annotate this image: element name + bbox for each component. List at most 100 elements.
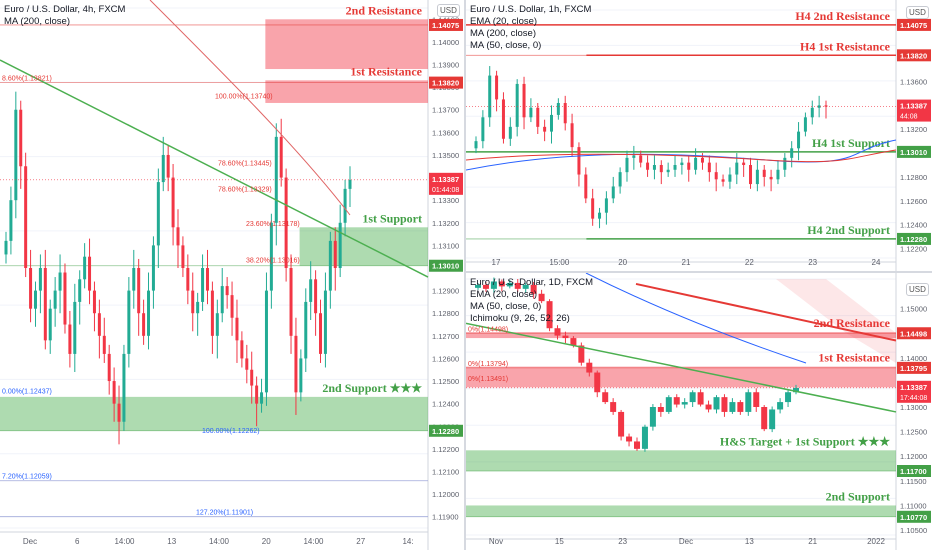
legend-4h: Euro / U.S. Dollar, 4h, FXCM MA (200, cl… bbox=[4, 4, 125, 28]
candle-body bbox=[737, 402, 744, 412]
x-tick-label: 22 bbox=[745, 258, 754, 267]
panel-divider-vertical[interactable] bbox=[464, 0, 466, 550]
fib-label: 127.20%(1.11901) bbox=[196, 509, 253, 516]
candle-body bbox=[529, 107, 533, 118]
candle-body bbox=[9, 200, 13, 241]
candle-body bbox=[490, 281, 497, 289]
candle-body bbox=[649, 407, 656, 427]
candle-body bbox=[142, 313, 146, 336]
chart-1d-svg[interactable]: 1.15000 1.14000 1.13000 1.12500 1.12000 1.115… bbox=[466, 273, 932, 550]
candle-body bbox=[742, 162, 746, 165]
zone-support bbox=[466, 505, 896, 517]
chart-4h-svg[interactable]: 1.141001.140001.139001.138001.137001.136… bbox=[0, 0, 464, 550]
candle-body bbox=[269, 222, 273, 291]
candle-body bbox=[652, 165, 656, 170]
candle-body bbox=[563, 103, 567, 124]
candle-body bbox=[156, 182, 160, 246]
y-tick-label: 1.13900 bbox=[432, 61, 459, 70]
ma-50-line bbox=[466, 149, 897, 163]
candle-body bbox=[314, 279, 318, 314]
candle-body bbox=[475, 284, 481, 288]
current-price-tag-bg bbox=[429, 172, 463, 195]
candle-body bbox=[543, 126, 547, 132]
candle-body bbox=[284, 177, 288, 268]
candle-body bbox=[697, 392, 704, 405]
y-tick-label: 1.11900 bbox=[432, 513, 459, 522]
candle-body bbox=[641, 426, 648, 449]
y-tick-label: 1.13200 bbox=[900, 125, 927, 134]
chart-panel-1d[interactable]: 1.15000 1.14000 1.13000 1.12500 1.12000 1.115… bbox=[466, 273, 932, 550]
price-tag: 1.14075 bbox=[432, 21, 459, 30]
x-tick-label: 23 bbox=[618, 537, 627, 546]
price-tag: 1.14075 bbox=[900, 21, 927, 30]
y-tick-label: 1.12200 bbox=[900, 244, 927, 253]
candle-body bbox=[554, 328, 561, 336]
candle-body bbox=[721, 397, 728, 412]
price-tag: 1.13010 bbox=[432, 262, 459, 271]
candle-body bbox=[333, 240, 337, 268]
fib-label: 8.60%(1.13821) bbox=[2, 76, 52, 83]
candle-body bbox=[522, 284, 529, 289]
x-tick-label: 21 bbox=[808, 537, 817, 546]
chart-panel-4h[interactable]: 1.141001.140001.139001.138001.137001.136… bbox=[0, 0, 464, 550]
candle-body bbox=[495, 75, 499, 100]
candle-body bbox=[97, 313, 101, 336]
current-price-tag: 1.13387 bbox=[432, 175, 459, 184]
candle-body bbox=[714, 172, 718, 180]
candle-body bbox=[562, 335, 569, 339]
x-tick-label: 17 bbox=[492, 258, 501, 267]
candle-body bbox=[323, 290, 327, 354]
candle-body bbox=[578, 345, 585, 363]
zone-label: H4 1st Resistance bbox=[800, 39, 891, 53]
candle-body bbox=[176, 227, 180, 246]
price-tag-bg bbox=[897, 232, 931, 245]
y-tick-label: 1.12800 bbox=[432, 309, 459, 318]
fib-label: 23.60%(1.13178) bbox=[246, 221, 300, 228]
zone-label: 2nd Support bbox=[826, 489, 890, 503]
panel-divider-horizontal[interactable] bbox=[466, 271, 932, 273]
legend-indicator: Ichimoku (9, 26, 52, 26) bbox=[470, 313, 570, 324]
candle-body bbox=[92, 290, 96, 314]
zone-resistance bbox=[466, 366, 896, 388]
candle-body bbox=[201, 268, 205, 302]
candle-body bbox=[250, 369, 254, 386]
chart-1h-svg[interactable]: 1.138001.136001.134001.132001.130001.128… bbox=[466, 0, 932, 271]
candle-body bbox=[132, 268, 136, 291]
candle-body bbox=[639, 155, 643, 163]
price-tag-bg bbox=[429, 424, 463, 437]
legend-1d: Euro / U.S. Dollar, 1D, FXCM EMA (20, cl… bbox=[470, 277, 593, 325]
chart-panel-1h[interactable]: 1.138001.136001.134001.132001.130001.128… bbox=[466, 0, 932, 271]
candle-body bbox=[785, 392, 792, 403]
zone-label: H&S Target + 1st Support ★★★ bbox=[720, 434, 890, 448]
trendline-descending bbox=[466, 322, 897, 413]
candle-body bbox=[147, 290, 151, 336]
candle-body bbox=[538, 293, 545, 302]
x-tick-label: 13 bbox=[167, 537, 176, 546]
candle-body bbox=[632, 155, 636, 158]
legend-1h: Euro / U.S. Dollar, 1h, FXCM EMA (20, cl… bbox=[470, 4, 591, 52]
candle-body bbox=[343, 188, 347, 223]
candle-body bbox=[680, 162, 684, 165]
fib-label: 78.60%(1.13329) bbox=[218, 187, 272, 194]
x-tick-label: Dec bbox=[679, 537, 693, 546]
candle-body bbox=[745, 392, 752, 412]
candle-body bbox=[610, 402, 617, 412]
candle-body bbox=[215, 313, 219, 336]
currency-button[interactable]: USD bbox=[437, 4, 460, 17]
price-tag-bg bbox=[897, 465, 931, 477]
candle-body bbox=[319, 313, 323, 354]
candle-body bbox=[348, 179, 352, 189]
candle-body bbox=[102, 335, 106, 354]
y-tick-label: 1.13600 bbox=[900, 78, 927, 87]
x-tick-label: 13 bbox=[745, 537, 754, 546]
candle-body bbox=[289, 268, 293, 336]
currency-button[interactable]: USD bbox=[906, 283, 929, 296]
y-tick-label: 1.13300 bbox=[432, 196, 459, 205]
legend-symbol: Euro / U.S. Dollar, 1h, FXCM bbox=[470, 4, 592, 15]
current-price-tag: 1.13387 bbox=[900, 102, 927, 111]
currency-button[interactable]: USD bbox=[906, 6, 929, 19]
candle-body bbox=[721, 179, 725, 182]
y-tick-label: 1.11500 bbox=[900, 477, 927, 486]
price-tag: 1.10770 bbox=[900, 513, 927, 522]
candle-body bbox=[488, 75, 492, 118]
